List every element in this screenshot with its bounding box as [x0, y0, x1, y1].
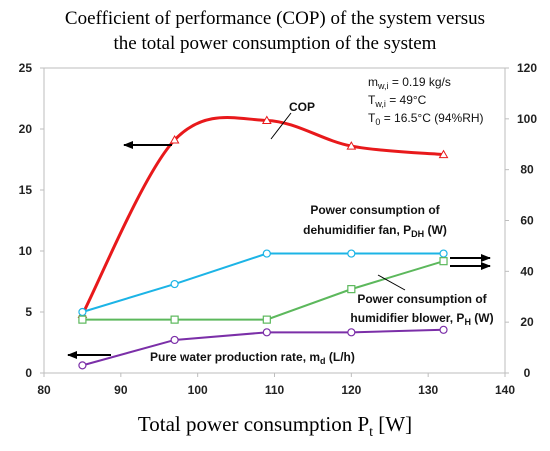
right-y-tick-label: 120 [517, 61, 537, 75]
right-y-tick-label: 80 [520, 163, 534, 177]
water-point [347, 328, 356, 337]
cop-line [81, 116, 444, 316]
condition-water-temperature: Tw,i = 49°C [368, 93, 427, 109]
water-series [78, 325, 448, 370]
left-y-tick-label: 0 [25, 366, 32, 380]
series-layer [77, 115, 449, 370]
condition-ambient: T0 = 16.5°C (94%RH) [368, 111, 484, 127]
left-y-tick-label: 5 [25, 305, 32, 319]
x-axis-ticks: 80 90 100 110 120 130 140 [37, 373, 515, 397]
x-tick-label: 100 [188, 383, 208, 397]
x-tick-label: 140 [495, 383, 515, 397]
blower-point [170, 315, 179, 324]
right-y-tick-label: 20 [520, 315, 534, 329]
left-y-tick-label: 25 [19, 61, 33, 75]
left-y-axis-ticks: 0 5 10 15 20 25 [19, 61, 44, 380]
fan-point [439, 249, 448, 258]
right-y-tick-label: 60 [520, 214, 534, 228]
fan-point [347, 249, 356, 258]
fan-point [170, 279, 179, 289]
blower-point [439, 257, 448, 266]
cop-point [169, 134, 180, 144]
fan-point [78, 307, 87, 317]
blower-series [78, 257, 448, 324]
blower-point [347, 285, 356, 294]
left-y-tick-label: 15 [19, 183, 33, 197]
x-tick-label: 120 [341, 383, 361, 397]
x-tick-label: 110 [265, 383, 285, 397]
water-point [78, 361, 87, 370]
blower-point [78, 315, 87, 324]
water-point [439, 325, 448, 334]
right-y-axis-ticks: 0 20 40 60 80 100 120 [505, 61, 537, 380]
fan-label-line-2: dehumidifier fan, PDH (W) [303, 223, 447, 239]
x-tick-label: 80 [37, 383, 51, 397]
condition-mass-flow: mw,i = 0.19 kg/s [368, 75, 451, 91]
cop-point [346, 141, 357, 150]
x-tick-label: 130 [418, 383, 438, 397]
chart-title-line-2: the total power consumption of the syste… [114, 33, 437, 54]
water-label: Pure water production rate, md (L/h) [150, 350, 355, 366]
water-point [262, 328, 271, 337]
left-y-tick-label: 20 [19, 122, 33, 136]
blower-label-line-2: humidifier blower, PH (W) [350, 311, 493, 327]
cop-point [438, 149, 449, 159]
right-y-tick-label: 100 [517, 112, 537, 126]
fan-label-line-1: Power consumption of [310, 203, 440, 217]
right-y-tick-label: 0 [524, 366, 531, 380]
blower-point [262, 315, 271, 324]
cop-label: COP [289, 100, 315, 114]
left-y-tick-label: 10 [19, 244, 33, 258]
x-tick-label: 90 [114, 383, 128, 397]
right-y-tick-label: 40 [520, 264, 534, 278]
x-axis-label: Total power consumption Pt [W] [138, 412, 412, 440]
blower-leader-line [377, 274, 406, 291]
cop-leader-line [270, 112, 292, 140]
fan-point [262, 249, 271, 258]
fan-series [78, 249, 448, 317]
blower-label-line-1: Power consumption of [357, 292, 487, 306]
chart-title-line-1: Coefficient of performance (COP) of the … [65, 8, 485, 29]
water-point [170, 335, 179, 345]
cop-point [261, 115, 272, 124]
